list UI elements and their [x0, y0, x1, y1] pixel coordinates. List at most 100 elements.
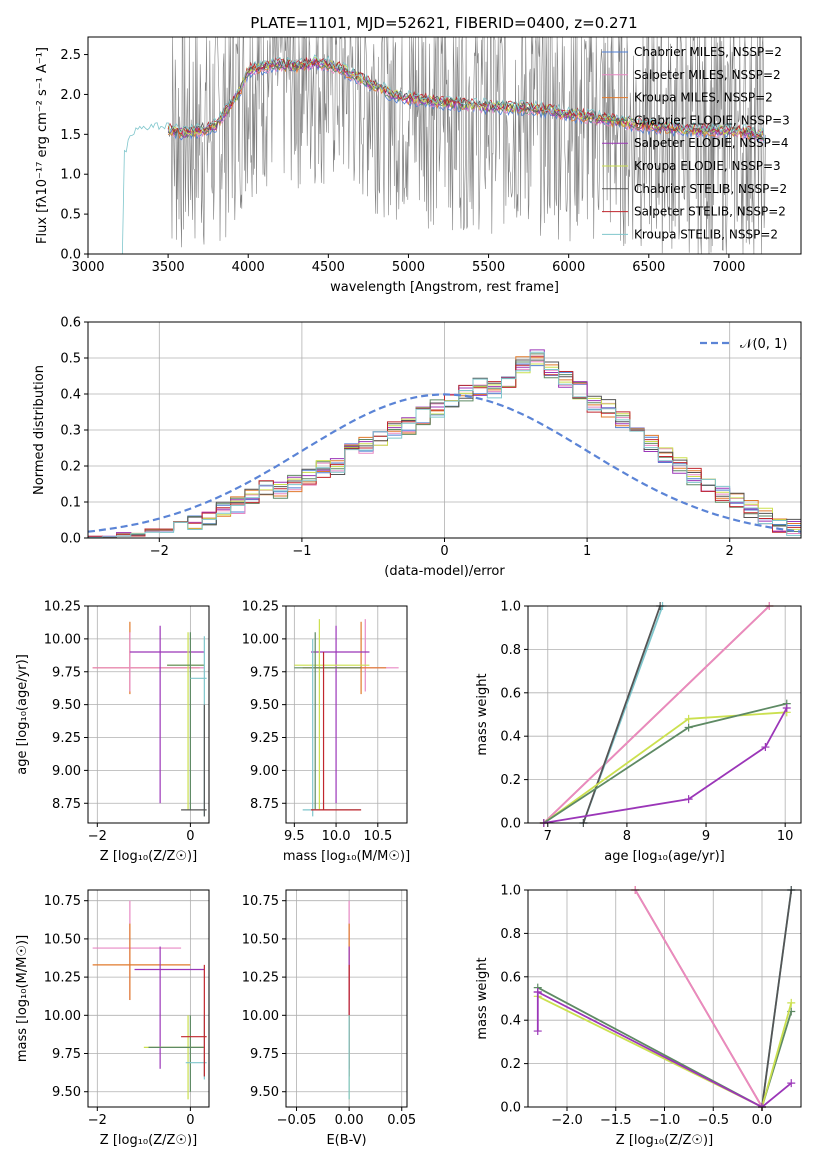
- residuals-xtick-label: 0: [440, 544, 448, 559]
- residuals-ytick-label: 0.0: [60, 532, 81, 547]
- age_vs_mass-ytick-label: 9.00: [250, 764, 279, 779]
- massweight_vs_age-series-line-1: [543, 605, 770, 824]
- spectrum-legend-label: Salpeter MILES, NSSP=2: [634, 68, 781, 82]
- mass_vs_ebv-xtick-label: 0.00: [335, 1113, 364, 1128]
- residuals-xtick-label: 1: [583, 544, 591, 559]
- age_vs_mass-xtick-label: 10.0: [322, 829, 351, 844]
- mass_vs_z-ytick-label: 9.75: [52, 1047, 81, 1062]
- massweight_vs_z-series-marker: [787, 998, 796, 1007]
- spectrum-ytick-label: 0.0: [60, 248, 81, 263]
- massweight_vs_age-ytick-label: 0.6: [500, 686, 521, 701]
- spectrum-legend-label: Chabrier MILES, NSSP=2: [634, 45, 782, 59]
- mass_vs_z-ytick-label: 9.50: [52, 1085, 81, 1100]
- mass_vs_ebv-xlabel: E(B-V): [326, 1133, 366, 1148]
- age_vs_mass-plot-area: [294, 619, 399, 817]
- massweight_vs_z-xtick-label: −1.0: [649, 1113, 681, 1128]
- spectrum-ylabel: Flux [fλ10⁻¹⁷ erg cm⁻² s⁻¹ A⁻¹]: [35, 47, 50, 244]
- massweight_vs_age-xtick-label: 9: [702, 829, 710, 844]
- residuals-ytick-label: 0.6: [60, 316, 81, 331]
- massweight_vs_age-ytick-label: 0.4: [500, 730, 521, 745]
- mass_vs_z-point: [148, 1015, 205, 1092]
- residuals-plot-area: [87, 349, 802, 539]
- age_vs_z-point: [167, 632, 205, 810]
- spectrum-xtick-label: 3500: [152, 260, 185, 275]
- residuals-xtick-label: −1: [292, 544, 311, 559]
- spectrum-xtick-label: 4500: [312, 260, 345, 275]
- massweight_vs_age-xtick-label: 7: [544, 829, 552, 844]
- age_vs_z-ytick-label: 9.50: [52, 698, 81, 713]
- massweight_vs_age-xtick-label: 10: [777, 829, 794, 844]
- residuals-xtick-label: −2: [150, 544, 169, 559]
- mass_vs_z-ytick-label: 10.25: [44, 971, 81, 986]
- mass_vs_z-xtick-label: 0: [186, 1113, 194, 1128]
- massweight_vs_age-series-marker: [761, 743, 770, 752]
- age_vs_z-ytick-label: 9.75: [52, 665, 81, 680]
- massweight_vs_age-plot-area: [539, 602, 791, 827]
- spectrum-xtick-label: 3000: [71, 260, 104, 275]
- spectrum-xtick-label: 6000: [552, 260, 585, 275]
- massweight_vs_z-series-marker: [787, 1079, 796, 1088]
- spectrum-xtick-label: 5500: [472, 260, 505, 275]
- massweight_vs_age-ytick-label: 0.0: [500, 817, 521, 832]
- spectrum-ytick-label: 0.5: [60, 208, 81, 223]
- age_vs_mass-frame: [285, 605, 408, 824]
- age_vs_mass-ytick-label: 10.00: [242, 632, 279, 647]
- spectrum-model-line-6: [167, 57, 765, 140]
- residuals-panel: −2 −1 0 1 2 0.0 0.1 0.2 0.3 0.4 0.5 0.6 (data-model)…: [32, 316, 802, 579]
- massweight_vs_age-ylabel: mass weight: [475, 673, 490, 755]
- massweight_vs_z-ytick-label: 0.6: [500, 970, 521, 985]
- mass_vs_ebv-ytick-label: 10.50: [242, 932, 279, 947]
- massweight_vs_age-series-marker: [684, 723, 693, 732]
- residuals-ytick-label: 0.3: [60, 424, 81, 439]
- spectrum-legend-label: Chabrier STELIB, NSSP=2: [634, 182, 787, 196]
- mass_vs_z-frame: [87, 889, 210, 1108]
- age_vs_z-xtick-label: −2: [88, 829, 107, 844]
- mass_vs_z-ytick-label: 10.50: [44, 932, 81, 947]
- massweight_vs_z-xtick-label: −2.0: [551, 1113, 583, 1128]
- massweight_vs_age-ytick-label: 0.8: [500, 643, 521, 658]
- massweight_vs_age-series-marker: [684, 714, 693, 723]
- age_vs_z-frame: [87, 605, 210, 824]
- spectrum-legend-label: Kroupa STELIB, NSSP=2: [634, 227, 778, 241]
- age_vs_mass-point: [311, 652, 362, 811]
- age_vs_mass-ytick-label: 9.50: [250, 698, 279, 713]
- mass_vs_z-point: [134, 946, 205, 1069]
- age_vs_z-point: [129, 625, 205, 804]
- mass_vs_ebv-xtick-label: 0.05: [387, 1113, 416, 1128]
- mass_vs_ebv-xtick-label: −0.05: [277, 1113, 317, 1128]
- mass_vs_ebv-ytick-label: 9.50: [250, 1085, 279, 1100]
- spectrum-ytick-label: 1.0: [60, 168, 81, 183]
- massweight_vs_age-xlabel: age [log₁₀(age/yr)]: [604, 849, 725, 864]
- massweight_vs_z-ytick-label: 0.0: [500, 1101, 521, 1116]
- massweight_vs_age-series-marker: [782, 703, 791, 712]
- massweight_vs_z-series-line-3: [761, 889, 793, 1108]
- spectrum-legend-label: Kroupa ELODIE, NSSP=3: [634, 159, 781, 173]
- spectrum-ytick-label: 2.0: [60, 88, 81, 103]
- massweight_vs_z-xtick-label: −1.5: [600, 1113, 632, 1128]
- age_vs_z-ytick-label: 9.25: [52, 731, 81, 746]
- massweight_vs_z-series-line-1: [634, 889, 763, 1108]
- age_vs_mass-ytick-label: 9.75: [250, 665, 279, 680]
- massweight_vs_z-ytick-label: 0.8: [500, 927, 521, 942]
- spectrum-legend-label: Chabrier ELODIE, NSSP=3: [634, 113, 790, 127]
- massweight_vs_age-series-marker: [684, 795, 693, 804]
- spectrum-model-line-7: [167, 57, 765, 137]
- age_vs_mass-panel: 9.5 10.0 10.5 8.75 9.00 9.25 9.50 9.75 10.00 10.2…: [242, 600, 410, 865]
- age_vs_mass-point: [294, 619, 370, 810]
- residuals-ytick-label: 0.4: [60, 388, 81, 403]
- mass_vs_z-panel: −2 0 9.50 9.75 10.00 10.25 10.50 10.75 Z [log₁₀(…: [15, 889, 210, 1148]
- massweight_vs_age-ytick-label: 1.0: [500, 600, 521, 615]
- massweight_vs_z-ytick-label: 0.2: [500, 1057, 521, 1072]
- spectrum-plot-area: [122, 36, 766, 255]
- age_vs_mass-xtick-label: 9.5: [284, 829, 305, 844]
- massweight_vs_z-xlabel: Z [log₁₀(Z/Z☉)]: [616, 1133, 713, 1148]
- spectrum-legend-label: Salpeter ELODIE, NSSP=4: [634, 136, 789, 150]
- massweight_vs_age-frame: [527, 605, 802, 824]
- age_vs_mass-ytick-label: 8.75: [250, 797, 279, 812]
- residuals-xlabel: (data-model)/error: [384, 564, 505, 579]
- age_vs_z-xlabel: Z [log₁₀(Z/Z☉)]: [100, 849, 197, 864]
- residuals-ytick-label: 0.1: [60, 496, 81, 511]
- mass_vs_ebv-ytick-label: 9.75: [250, 1047, 279, 1062]
